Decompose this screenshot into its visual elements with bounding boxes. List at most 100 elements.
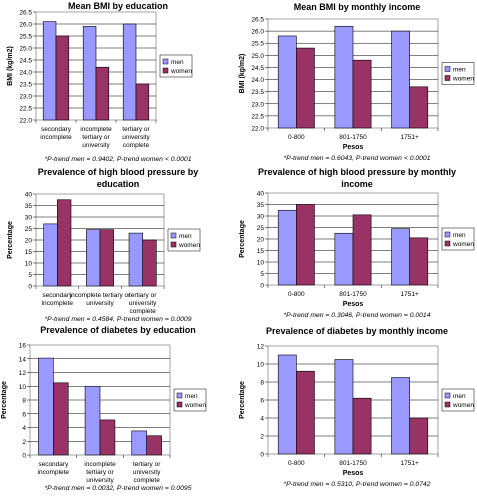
- bar-men: [277, 209, 297, 286]
- bar-women: [296, 47, 315, 129]
- bar-women: [409, 86, 429, 129]
- bar-women: [352, 59, 372, 129]
- bar-women: [146, 435, 162, 456]
- x-axis-label: Pesos: [343, 301, 364, 308]
- y-tick-label: 25.5: [251, 41, 264, 48]
- chart-panel-diabetes-income: Prevalence of diabetes by monthly income…: [238, 324, 477, 493]
- y-tick-label: 5: [28, 272, 32, 279]
- bar-men: [43, 223, 58, 287]
- legend-swatch-men: [162, 58, 169, 65]
- y-tick-label: 25: [257, 225, 265, 232]
- y-tick-label: 0: [28, 284, 32, 291]
- chart-panel-bmi-income: Mean BMI by monthly income 22.0 22.5 23.0 23…: [238, 0, 477, 164]
- chart-title: Mean BMI by monthly income: [294, 2, 421, 12]
- chart-svg-bmi-education: Mean BMI by education 22.0 22.5 23.0 23.5 24.…: [7, 1, 192, 163]
- bar-women: [99, 229, 114, 287]
- footnote: *P-trend men = 0.3046, P-trend women = 0…: [284, 312, 431, 319]
- bar-men: [277, 354, 297, 455]
- chart-panel-bmi-education: Mean BMI by education 22.0 22.5 23.0 23.5 24.…: [0, 0, 238, 164]
- bar-women: [352, 397, 372, 455]
- y-tick-label: 24.5: [251, 65, 264, 72]
- chart-title: income: [341, 179, 373, 189]
- legend-label-men: men: [179, 233, 192, 240]
- y-tick-label: 16: [19, 343, 27, 350]
- y-tick-label: 8: [22, 398, 26, 405]
- chart-svg-bp-education: Prevalence of high blood pressure by educ…: [7, 167, 200, 323]
- x-tick-label: 801-1750: [339, 134, 367, 141]
- legend-swatch-men: [444, 66, 451, 72]
- y-tick-label: 30: [25, 215, 33, 222]
- y-axis-label: BMI (kg/m2): [7, 46, 14, 86]
- y-tick-label: 25.5: [19, 34, 32, 41]
- y-tick-label: 22.0: [19, 118, 32, 125]
- x-tick-label: complete: [123, 142, 150, 149]
- chart-title: Prevalence of high blood pressure by: [38, 167, 199, 177]
- y-tick-label: 20: [257, 237, 265, 244]
- y-axis-label: Percentage: [239, 381, 246, 419]
- footnote: *P-trend men = 0.0032, P-trend women = 0…: [45, 485, 192, 492]
- legend-swatch-women: [444, 401, 451, 408]
- chart-title: Prevalence of diabetes by education: [40, 325, 196, 335]
- x-tick-label: incomplete: [42, 300, 74, 307]
- y-tick-label: 6: [22, 411, 26, 418]
- x-tick-label: tertiary or: [133, 461, 161, 468]
- x-tick-label: complete: [129, 308, 156, 315]
- x-tick-label: university: [82, 142, 110, 149]
- bar-women: [99, 419, 116, 456]
- chart-svg-diabetes-income: Prevalence of diabetes by monthly income…: [239, 326, 474, 488]
- y-tick-label: 12: [257, 344, 265, 351]
- x-tick-label: 801-1750: [339, 291, 367, 298]
- y-tick-label: 10: [25, 261, 33, 268]
- y-tick-label: 4: [22, 425, 26, 432]
- legend-swatch-women: [444, 75, 451, 81]
- bar-men: [82, 26, 97, 121]
- bar-women: [142, 239, 157, 287]
- y-tick-label: 10: [19, 384, 27, 391]
- chart-title: Mean BMI by education: [68, 1, 168, 11]
- x-tick-label: university: [133, 469, 161, 476]
- y-tick-label: 4: [260, 416, 264, 423]
- legend-label-women: women: [184, 402, 206, 409]
- x-tick-label: 1751+: [401, 460, 419, 467]
- x-tick-label: incomplete: [38, 469, 70, 476]
- legend-label-women: women: [178, 242, 200, 249]
- x-tick-label: university: [86, 300, 114, 307]
- x-tick-label: complete: [133, 477, 160, 484]
- legend-swatch-women: [176, 401, 183, 408]
- bar-women: [95, 66, 110, 121]
- y-tick-label: 30: [257, 214, 265, 221]
- x-tick-label: secondary: [41, 126, 72, 133]
- y-tick-label: 25: [25, 226, 33, 233]
- y-tick-label: 26.5: [19, 10, 32, 17]
- legend-label-men: men: [171, 59, 184, 66]
- bar-men: [84, 385, 101, 456]
- bar-women: [57, 199, 72, 287]
- y-tick-label: 23.5: [19, 82, 32, 89]
- legend-swatch-women: [444, 240, 451, 247]
- chart-title: education: [97, 179, 140, 189]
- y-tick-label: 15: [257, 248, 265, 255]
- chart-svg-diabetes-education: Prevalence of diabetes by education 0 2 4 6 8…: [1, 325, 206, 492]
- y-tick-label: 26.5: [251, 17, 264, 24]
- bar-men: [42, 21, 57, 121]
- x-tick-label: 801-1750: [339, 460, 367, 467]
- y-tick-label: 23.5: [251, 89, 264, 96]
- legend-swatch-men: [176, 392, 183, 399]
- legend-swatch-men: [170, 232, 177, 239]
- legend-label-women: women: [452, 76, 474, 83]
- y-tick-label: 10: [257, 260, 265, 267]
- bar-men: [86, 229, 101, 287]
- legend-label-men: men: [185, 393, 198, 400]
- legend-swatch-men: [444, 392, 451, 399]
- bar-men: [391, 228, 410, 286]
- bar-men: [334, 232, 354, 286]
- bar-women: [409, 417, 429, 455]
- bar-women: [409, 237, 429, 286]
- x-tick-label: incomplete: [84, 461, 116, 468]
- x-tick-label: university: [122, 134, 150, 141]
- y-tick-label: 24.0: [251, 77, 264, 84]
- x-tick-label: incomplete tertiary or: [70, 292, 132, 299]
- bar-men: [334, 25, 354, 129]
- chart-svg-bmi-income: Mean BMI by monthly income 22.0 22.5 23.0 23…: [239, 2, 474, 162]
- legend-swatch-men: [444, 231, 451, 238]
